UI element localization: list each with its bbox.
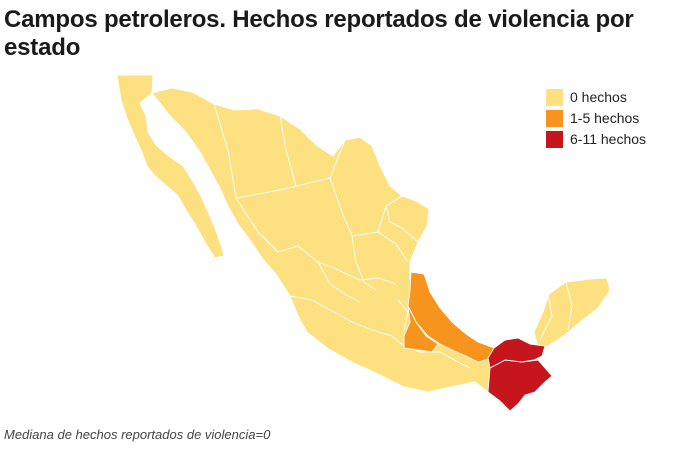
region-tabasco xyxy=(487,337,546,369)
map-legend: 0 hechos 1-5 hechos 6-11 hechos xyxy=(546,87,646,150)
legend-item-2: 6-11 hechos xyxy=(546,129,646,149)
legend-swatch xyxy=(546,109,563,127)
legend-item-0: 0 hechos xyxy=(546,87,646,107)
region-mainland-mexico xyxy=(151,87,611,412)
region-chiapas xyxy=(487,359,553,412)
legend-item-1: 1-5 hechos xyxy=(546,108,646,128)
state-borders xyxy=(213,103,573,369)
region-baja-california xyxy=(116,74,225,259)
legend-swatch xyxy=(546,130,563,148)
footnote: Mediana de hechos reportados de violenci… xyxy=(4,427,271,442)
legend-label: 1-5 hechos xyxy=(570,110,640,126)
region-puebla xyxy=(403,305,439,353)
legend-label: 0 hechos xyxy=(570,89,627,105)
page-title: Campos petroleros. Hechos reportados de … xyxy=(4,6,634,61)
legend-label: 6-11 hechos xyxy=(570,131,647,147)
legend-swatch xyxy=(546,88,563,106)
